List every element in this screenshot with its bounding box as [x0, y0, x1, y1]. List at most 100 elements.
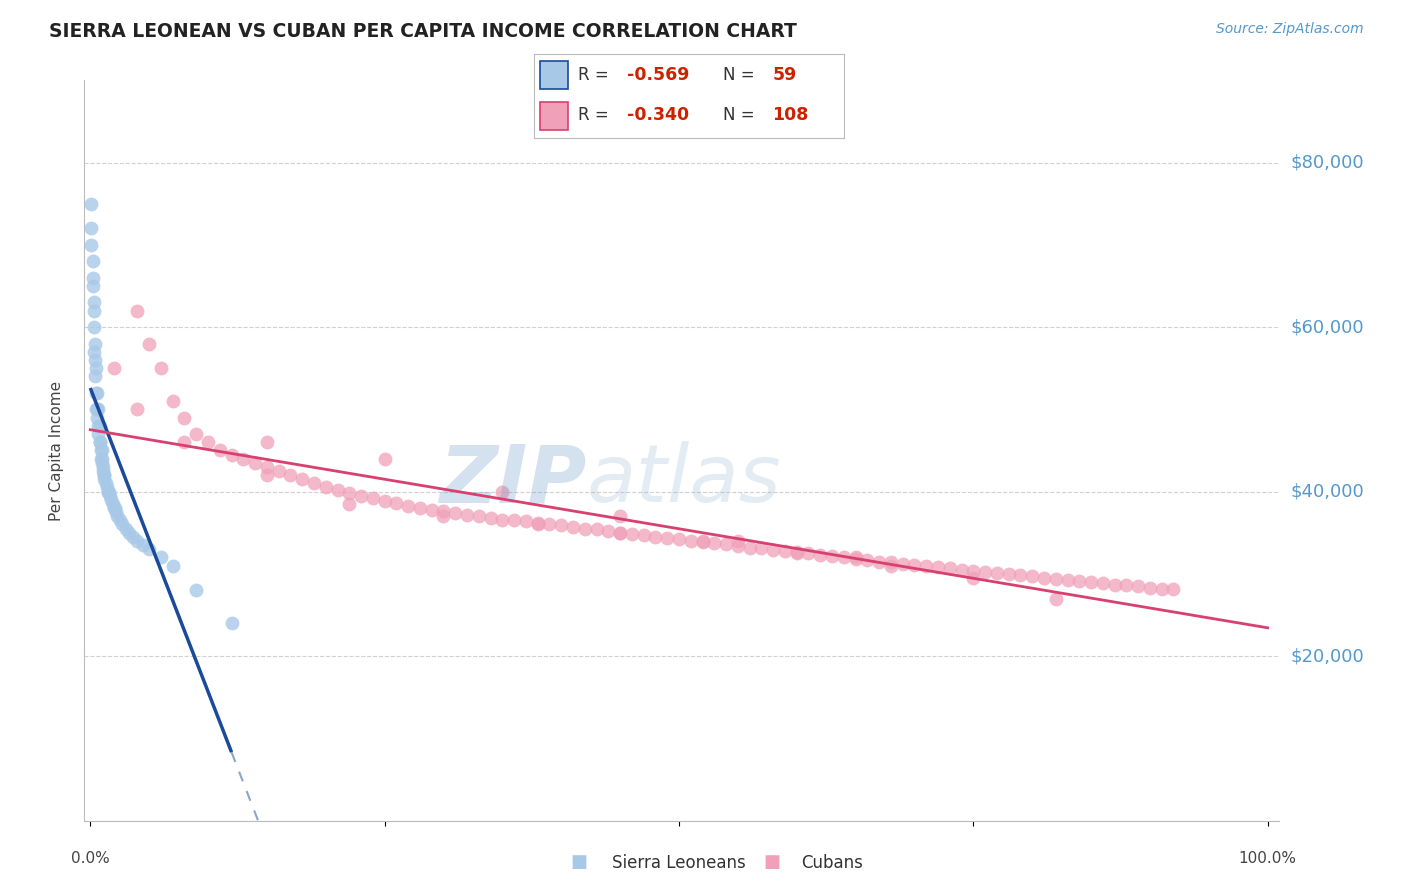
- Point: [127, 533, 149, 548]
- Point: [100, 492, 122, 507]
- Point: [138, 542, 160, 557]
- Point: [173, 410, 195, 425]
- Point: [173, 435, 195, 450]
- Point: [162, 558, 184, 573]
- Point: [232, 451, 254, 466]
- Point: [432, 504, 454, 518]
- Point: [420, 502, 443, 516]
- Point: [692, 533, 714, 548]
- Point: [86, 402, 108, 417]
- Point: [91, 443, 114, 458]
- Point: [786, 546, 808, 560]
- Point: [197, 435, 219, 450]
- Bar: [540, 102, 568, 130]
- Point: [89, 435, 111, 450]
- Point: [1150, 582, 1173, 596]
- Point: [80, 221, 103, 235]
- Point: [538, 517, 561, 532]
- Point: [89, 418, 111, 433]
- Point: [609, 525, 631, 540]
- Point: [91, 451, 114, 466]
- Point: [267, 464, 290, 478]
- Point: [1128, 579, 1150, 593]
- Text: 108: 108: [772, 106, 808, 124]
- Point: [80, 237, 103, 252]
- Point: [97, 484, 120, 499]
- Point: [444, 506, 467, 520]
- Point: [83, 320, 105, 334]
- Point: [727, 539, 749, 553]
- Text: ■: ■: [763, 853, 780, 871]
- Point: [1021, 569, 1043, 583]
- Point: [503, 513, 526, 527]
- Point: [1115, 578, 1137, 592]
- Text: ZIP: ZIP: [439, 441, 586, 519]
- Point: [96, 480, 118, 494]
- Point: [186, 427, 208, 442]
- Point: [1091, 575, 1114, 590]
- Point: [1010, 568, 1032, 582]
- Point: [302, 476, 325, 491]
- Point: [87, 402, 110, 417]
- Text: N =: N =: [723, 106, 759, 124]
- Point: [620, 526, 643, 541]
- Point: [562, 520, 585, 534]
- Text: 100.0%: 100.0%: [1239, 851, 1296, 866]
- Point: [94, 476, 117, 491]
- Point: [208, 443, 231, 458]
- Point: [83, 295, 105, 310]
- Point: [1045, 591, 1067, 606]
- Point: [84, 336, 107, 351]
- Point: [821, 549, 844, 563]
- Point: [374, 451, 396, 466]
- Point: [86, 385, 108, 400]
- Point: [243, 456, 266, 470]
- Point: [880, 558, 903, 573]
- Point: [127, 402, 149, 417]
- Point: [903, 558, 925, 572]
- Point: [1045, 572, 1067, 586]
- Point: [82, 279, 104, 293]
- Point: [256, 468, 278, 483]
- Point: [93, 468, 115, 483]
- Point: [515, 514, 537, 528]
- Point: [657, 531, 679, 545]
- Point: [149, 550, 172, 565]
- Point: [350, 489, 373, 503]
- Point: [773, 544, 796, 558]
- Point: [891, 557, 914, 571]
- Bar: [540, 62, 568, 89]
- Point: [90, 451, 112, 466]
- Point: [374, 493, 396, 508]
- Point: [93, 468, 115, 483]
- Point: [337, 486, 360, 500]
- Point: [186, 583, 208, 598]
- Point: [80, 196, 103, 211]
- Point: [692, 534, 714, 549]
- Point: [950, 563, 973, 577]
- Point: [526, 517, 548, 532]
- Point: [93, 472, 115, 486]
- Point: [714, 537, 737, 551]
- Point: [98, 489, 121, 503]
- Text: Source: ZipAtlas.com: Source: ZipAtlas.com: [1216, 22, 1364, 37]
- Text: -0.340: -0.340: [627, 106, 689, 124]
- Point: [396, 499, 419, 513]
- Point: [880, 555, 903, 569]
- Point: [86, 410, 108, 425]
- Point: [585, 523, 607, 537]
- Point: [162, 394, 184, 409]
- Point: [105, 505, 128, 519]
- Point: [409, 501, 432, 516]
- Text: ■: ■: [571, 853, 588, 871]
- Point: [845, 550, 868, 565]
- Point: [87, 427, 110, 442]
- Point: [84, 353, 107, 368]
- Point: [104, 501, 127, 516]
- Point: [114, 522, 136, 536]
- Point: [108, 513, 131, 527]
- Y-axis label: Per Capita Income: Per Capita Income: [49, 380, 63, 521]
- Point: [491, 484, 513, 499]
- Point: [679, 533, 702, 548]
- Point: [786, 545, 808, 559]
